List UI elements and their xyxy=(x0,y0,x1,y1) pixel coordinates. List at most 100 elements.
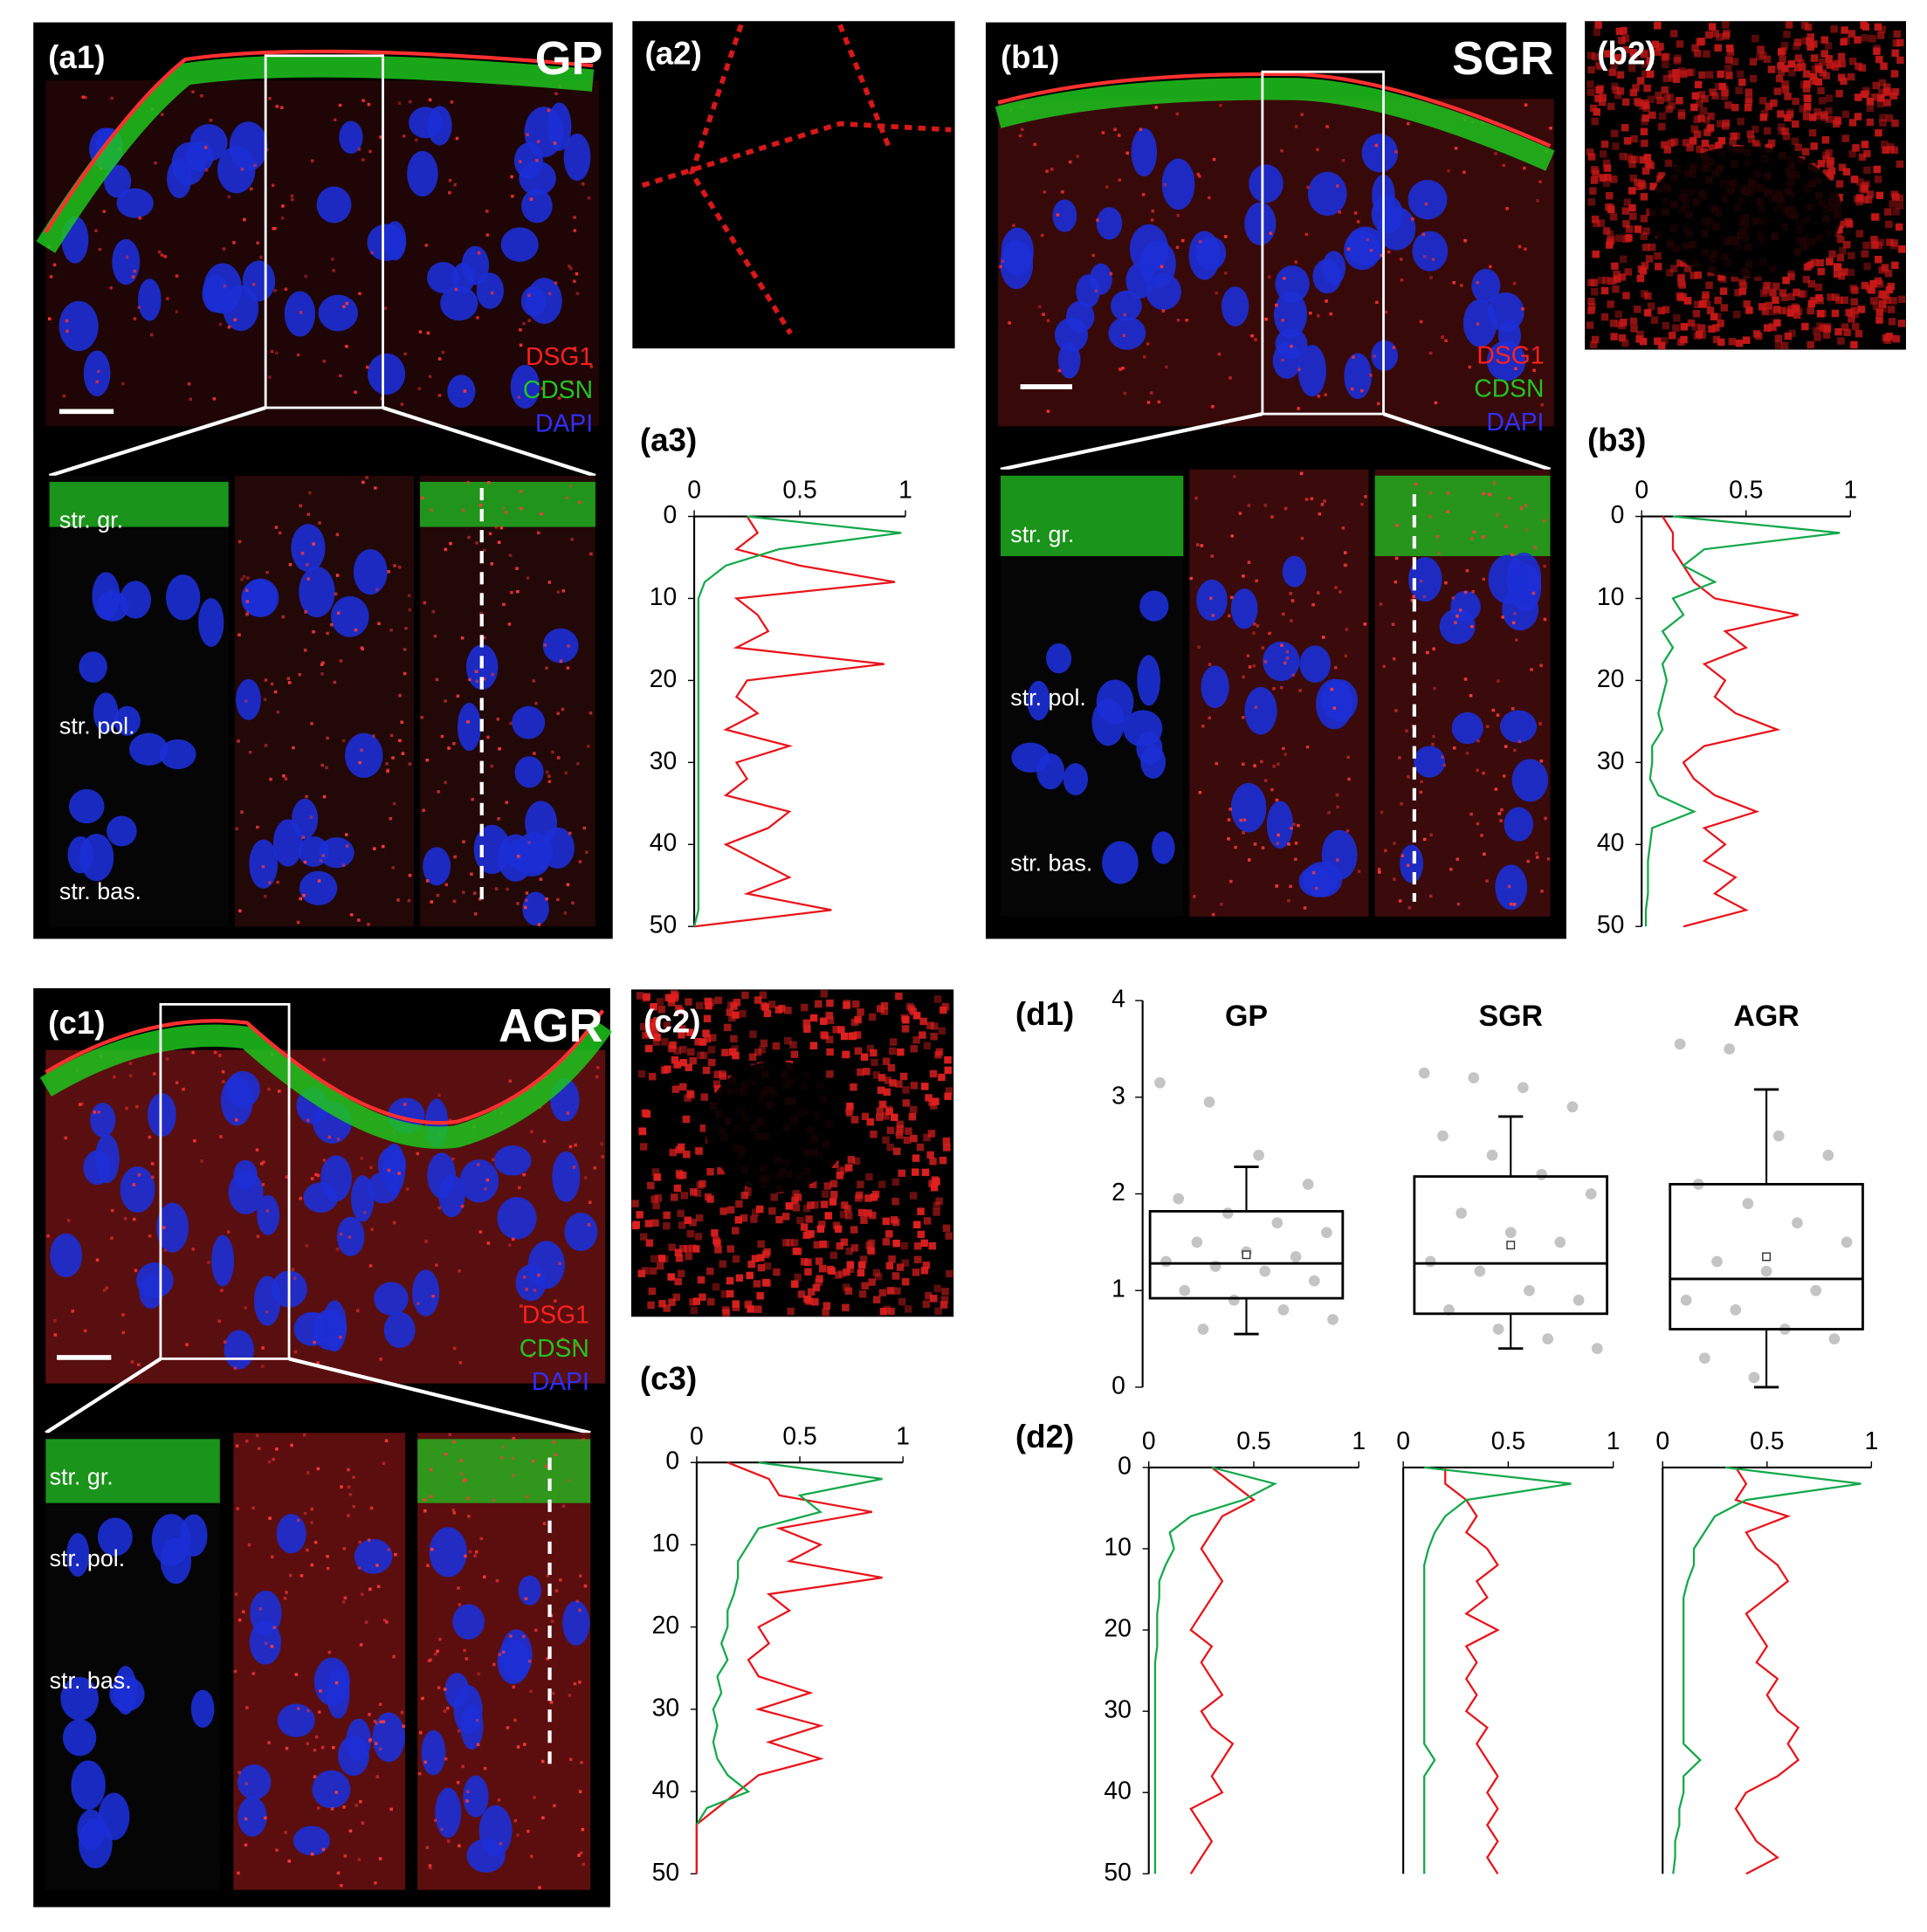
signal-dot xyxy=(670,990,678,999)
signal-dot xyxy=(1431,258,1435,261)
signal-dot xyxy=(1588,302,1596,311)
signal-dot xyxy=(284,777,288,780)
signal-dot xyxy=(556,712,561,715)
signal-dot xyxy=(794,1273,802,1282)
signal-dot xyxy=(492,1498,496,1502)
signal-dot xyxy=(1610,61,1618,70)
signal-dot xyxy=(334,592,338,596)
signal-dot xyxy=(867,1239,876,1248)
signal-dot xyxy=(1838,163,1847,172)
data-point xyxy=(1418,1067,1430,1079)
data-point xyxy=(1277,1303,1290,1316)
signal-dot xyxy=(1851,322,1860,331)
signal-dot xyxy=(889,1038,898,1046)
signal-dot xyxy=(1697,38,1706,46)
nucleus xyxy=(330,595,369,637)
signal-dot xyxy=(1707,112,1715,120)
signal-dot xyxy=(244,1439,249,1443)
data-point xyxy=(1197,1324,1209,1335)
signal-dot xyxy=(647,1021,656,1030)
signal-dot xyxy=(361,158,365,162)
nucleus xyxy=(1244,202,1277,245)
signal-dot xyxy=(251,1672,256,1675)
signal-dot xyxy=(313,1340,316,1344)
signal-dot xyxy=(200,1159,203,1163)
signal-dot xyxy=(212,397,217,401)
signal-dot xyxy=(707,1046,716,1054)
signal-dot xyxy=(888,1047,897,1055)
signal-dot xyxy=(1621,123,1629,132)
signal-dot xyxy=(878,1180,886,1188)
signal-dot xyxy=(333,118,337,122)
signal-dot xyxy=(1242,762,1245,767)
signal-dot xyxy=(910,1082,919,1090)
signal-dot xyxy=(938,1073,946,1082)
signal-dot xyxy=(1597,219,1606,227)
signal-dot xyxy=(465,1790,470,1794)
signal-dot xyxy=(245,1706,249,1709)
signal-dot xyxy=(512,1474,515,1477)
signal-dot xyxy=(1428,894,1433,898)
signal-dot xyxy=(699,1038,707,1046)
signal-dot xyxy=(785,1202,794,1210)
signal-dot xyxy=(1820,50,1829,58)
signal-dot xyxy=(554,1299,557,1303)
signal-dot xyxy=(1709,88,1717,96)
signal-dot xyxy=(1599,174,1607,182)
signal-dot xyxy=(1612,142,1620,150)
signal-dot xyxy=(1629,52,1638,60)
signal-dot xyxy=(455,136,459,141)
signal-dot xyxy=(920,1267,929,1275)
signal-dot xyxy=(651,1219,659,1227)
signal-dot xyxy=(730,1002,738,1010)
signal-dot xyxy=(440,1827,444,1831)
signal-dot xyxy=(1722,119,1731,127)
signal-dot xyxy=(647,1181,655,1190)
signal-dot xyxy=(331,258,334,261)
signal-dot xyxy=(803,1295,811,1303)
signal-dot xyxy=(1886,145,1895,154)
signal-dot xyxy=(306,1471,310,1475)
signal-dot xyxy=(857,1068,864,1076)
signal-dot xyxy=(1726,48,1735,56)
signal-dot xyxy=(430,1495,433,1499)
signal-dot xyxy=(264,744,268,747)
signal-dot xyxy=(1845,308,1853,317)
signal-dot xyxy=(1636,274,1645,283)
nucleus xyxy=(1488,554,1528,604)
signal-dot xyxy=(476,316,479,320)
signal-dot xyxy=(1591,52,1600,61)
signal-dot xyxy=(1635,335,1643,343)
signal-dot xyxy=(1228,376,1232,380)
signal-dot xyxy=(515,567,519,570)
signal-dot xyxy=(1248,858,1251,862)
signal-dot xyxy=(1787,60,1796,68)
signal-dot xyxy=(326,1566,330,1571)
signal-dot xyxy=(689,1298,697,1306)
signal-dot xyxy=(1336,805,1339,809)
signal-dot xyxy=(1482,577,1486,581)
signal-dot xyxy=(668,1243,676,1252)
signal-dot xyxy=(473,1554,477,1557)
signal-dot xyxy=(1889,200,1896,208)
signal-dot xyxy=(398,693,402,698)
signal-dot xyxy=(459,1459,463,1462)
signal-dot xyxy=(160,113,164,116)
nucleus xyxy=(518,1575,541,1605)
signal-dot xyxy=(265,1209,270,1213)
signal-dot xyxy=(317,879,321,883)
signal-dot xyxy=(876,1005,884,1013)
signal-dot xyxy=(680,1192,689,1200)
signal-dot xyxy=(1863,149,1871,158)
signal-dot xyxy=(518,160,522,163)
signal-dot xyxy=(1287,842,1290,846)
signal-dot xyxy=(1384,310,1388,314)
signal-dot xyxy=(732,1227,740,1234)
signal-dot xyxy=(1871,93,1879,101)
nucleus xyxy=(190,1689,215,1729)
signal-dot xyxy=(1220,903,1223,906)
signal-dot xyxy=(454,287,458,292)
signal-dot xyxy=(1834,327,1842,336)
signal-dot xyxy=(1526,859,1530,863)
